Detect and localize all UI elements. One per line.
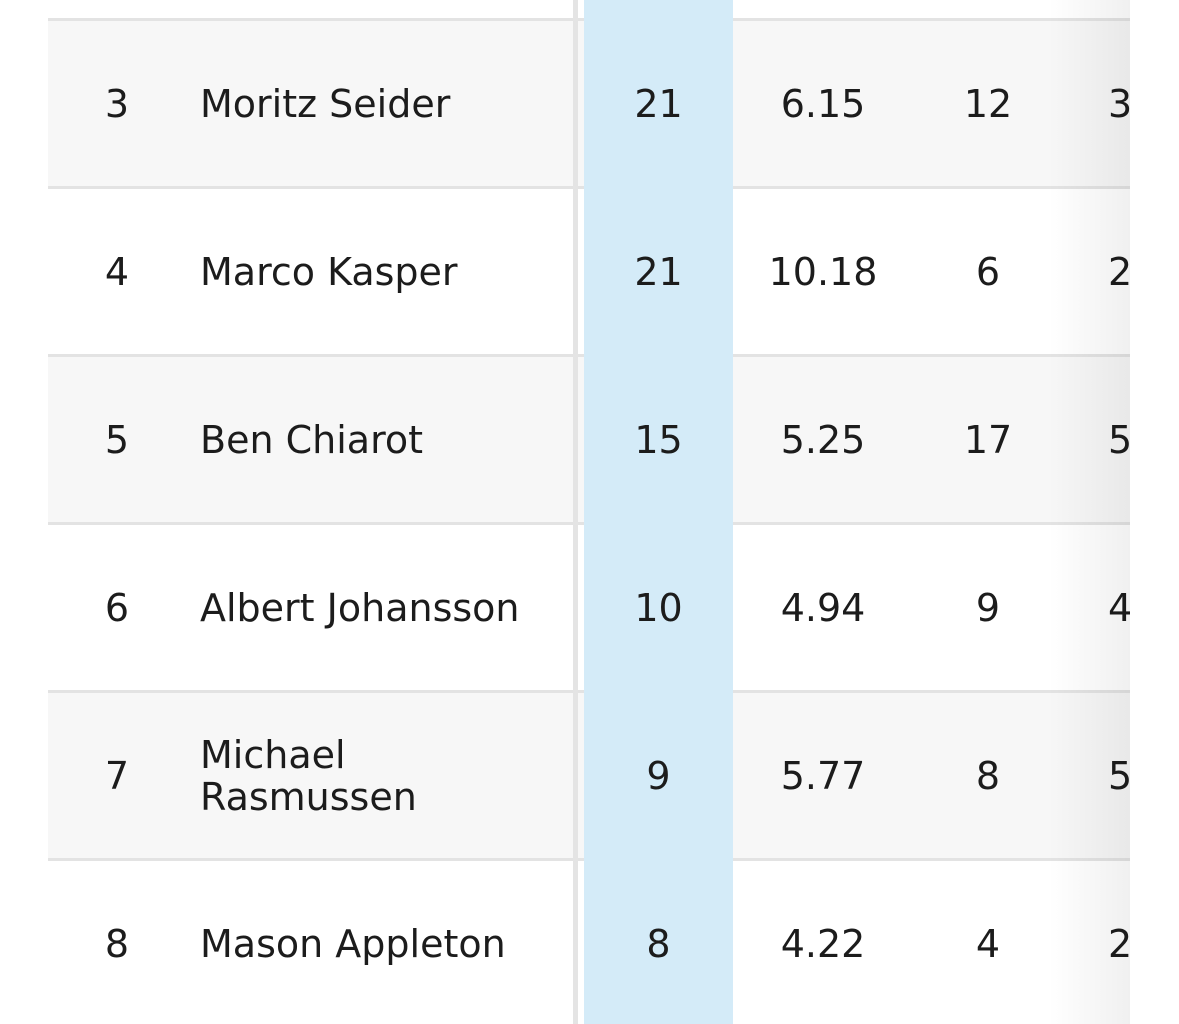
- stat-cell: 6.15: [780, 81, 866, 126]
- stat-cell: 8: [646, 921, 671, 966]
- stat-cell: 4: [975, 921, 1001, 966]
- stat-cell: 8: [975, 753, 1001, 798]
- rank-cell: 3: [104, 81, 130, 126]
- stat-cell: 3: [1108, 81, 1130, 126]
- player-name-cell: Ben Chiarot: [200, 417, 424, 462]
- sticky-column-divider: [573, 0, 578, 1024]
- rank-cell: 5: [104, 417, 130, 462]
- stat-cell: 15: [634, 417, 683, 462]
- player-name-cell: Michael Rasmussen: [200, 732, 417, 819]
- player-name-cell: Albert Johansson: [200, 585, 520, 630]
- row-border: [584, 690, 733, 693]
- row-border: [584, 18, 733, 21]
- stat-cell: 17: [963, 417, 1013, 462]
- rank-cell: 6: [104, 585, 130, 630]
- row-border: [584, 354, 733, 357]
- player-name-cell: Moritz Seider: [200, 81, 451, 126]
- sorted-column-highlight: [584, 0, 733, 1024]
- stat-cell: 4: [1108, 585, 1130, 630]
- stat-cell: 4.94: [780, 585, 866, 630]
- rank-cell: 8: [104, 921, 130, 966]
- stat-cell: 12: [963, 81, 1013, 126]
- player-name-cell: Marco Kasper: [200, 249, 458, 294]
- player-name-cell: Mason Appleton: [200, 921, 506, 966]
- stat-cell: 5: [1108, 753, 1130, 798]
- row-border: [584, 858, 733, 861]
- row-border: [584, 186, 733, 189]
- stat-cell: 5.25: [780, 417, 866, 462]
- stat-cell: 10: [634, 585, 683, 630]
- stat-cell: 5: [1108, 417, 1130, 462]
- stat-cell: 6: [975, 249, 1001, 294]
- rank-cell: 4: [104, 249, 130, 294]
- rank-cell: 7: [104, 753, 130, 798]
- stat-cell: 2: [1108, 921, 1130, 966]
- stat-cell: 4.22: [780, 921, 866, 966]
- stat-cell: 9: [646, 753, 671, 798]
- stat-cell: 2: [1108, 249, 1130, 294]
- row-border: [584, 522, 733, 525]
- stat-cell: 9: [975, 585, 1001, 630]
- stats-table: 3 Moritz Seider 6.15 12 3 4 Marco Kasper 10.18 6…: [48, 0, 1130, 1024]
- stat-cell: 5.77: [780, 753, 866, 798]
- stat-cell: 21: [634, 249, 683, 294]
- stat-cell: 10.18: [768, 249, 878, 294]
- stat-cell: 21: [634, 81, 683, 126]
